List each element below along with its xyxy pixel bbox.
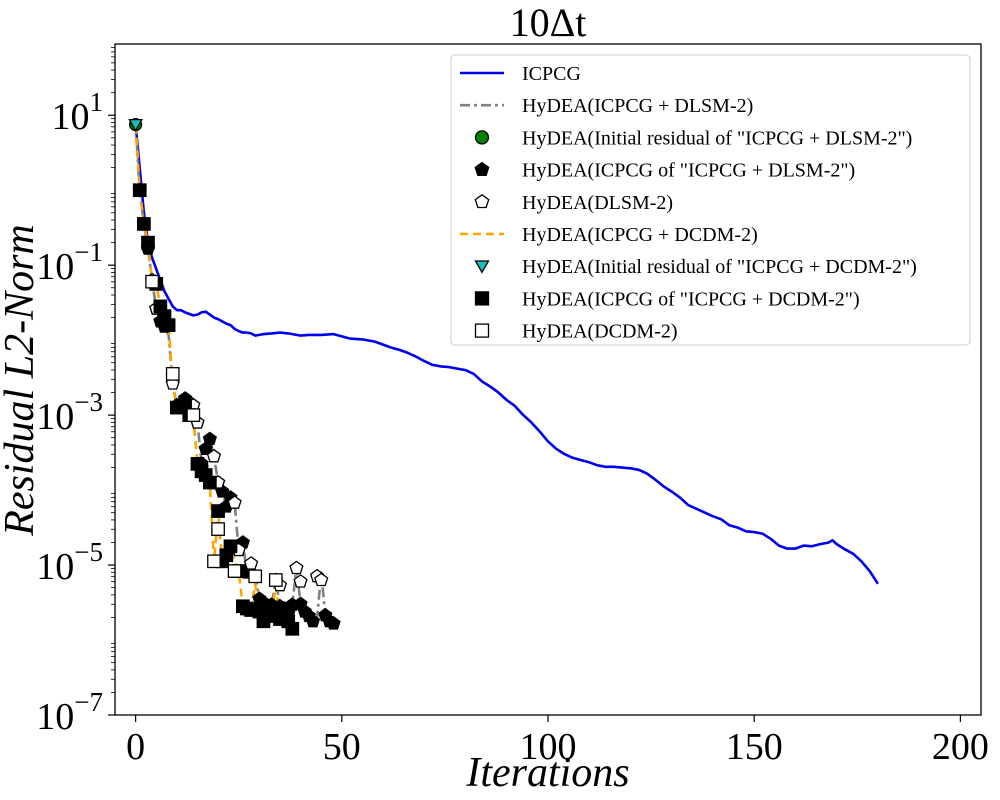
data-point (228, 565, 240, 577)
data-point (212, 505, 224, 517)
data-point (208, 555, 220, 567)
chart-title: 10Δt (510, 0, 587, 45)
x-tick-label: 50 (323, 726, 361, 768)
data-point (134, 184, 146, 196)
legend-label: ICPCG (522, 63, 581, 85)
data-point (162, 319, 174, 331)
legend-marker-swatch (476, 292, 489, 305)
legend-label: HyDEA(DLSM-2) (522, 192, 673, 214)
y-axis-title: Residual L2-Norm (0, 224, 43, 537)
data-point (212, 523, 224, 535)
chart: 10Δt 0 50 100 150 200 10110−110−310−510−7 It… (0, 0, 1000, 800)
data-point (204, 476, 216, 488)
legend-entry: HyDEA(Initial residual of "ICPCG + DCDM-… (476, 256, 917, 278)
data-point (167, 368, 179, 380)
legend-marker-swatch (476, 131, 489, 144)
data-point (270, 574, 282, 586)
data-point (224, 540, 236, 552)
x-tick-label: 200 (932, 726, 989, 768)
data-point (146, 275, 158, 287)
legend-label: HyDEA(DCDM-2) (522, 321, 678, 343)
x-axis-title: Iterations (465, 750, 629, 796)
data-point (142, 236, 154, 248)
data-point (179, 398, 191, 410)
legend-label: HyDEA(ICPCG of "ICPCG + DCDM-2") (522, 288, 860, 310)
legend-entry: HyDEA(Initial residual of "ICPCG + DLSM-… (476, 127, 913, 149)
x-tick-label: 0 (126, 726, 145, 768)
legend-label: HyDEA(Initial residual of "ICPCG + DCDM-… (522, 256, 917, 278)
legend-marker-swatch (476, 324, 489, 337)
x-tick-label: 150 (726, 726, 783, 768)
legend-label: HyDEA(ICPCG + DLSM-2) (522, 95, 753, 117)
legend-entry: HyDEA(ICPCG of "ICPCG + DCDM-2") (476, 288, 860, 310)
data-point (187, 409, 199, 421)
legend: ICPCG HyDEA(ICPCG + DLSM-2) HyDEA(Initial … (451, 55, 970, 345)
data-point (249, 570, 261, 582)
legend-label: HyDEA(ICPCG of "ICPCG + DLSM-2") (522, 160, 855, 182)
data-point (286, 623, 298, 635)
legend-label: HyDEA(Initial residual of "ICPCG + DLSM-… (522, 127, 912, 149)
chart-title-text: 10Δt (510, 0, 587, 45)
legend-entry: HyDEA(ICPCG of "ICPCG + DLSM-2") (475, 160, 855, 182)
legend-label: HyDEA(ICPCG + DCDM-2) (522, 224, 758, 246)
data-point (138, 218, 150, 230)
